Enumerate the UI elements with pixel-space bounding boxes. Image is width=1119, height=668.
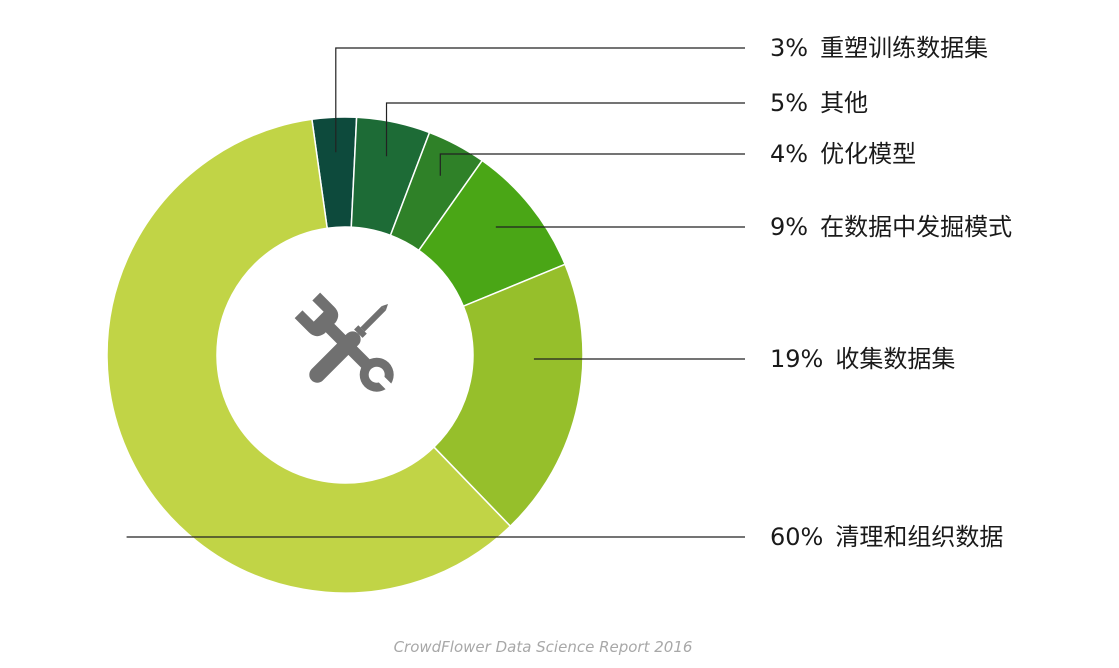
slice-label-4: 9% 在数据中发掘模式 (770, 213, 1012, 241)
leader-line-3 (439, 153, 745, 176)
slice-label-3: 4% 优化模型 (770, 140, 916, 168)
slice-percent: 4% (770, 140, 808, 168)
slice-label-2: 5% 其他 (770, 89, 868, 117)
leader-lines (126, 47, 745, 538)
slice-name: 优化模型 (820, 140, 916, 168)
slice-percent: 9% (770, 213, 808, 241)
slice-label-5: 19% 收集数据集 (770, 345, 955, 373)
slice-name: 重塑训练数据集 (820, 34, 988, 62)
leader-line-2 (385, 102, 745, 157)
slice-label-6: 60% 清理和组织数据 (770, 523, 1003, 551)
slice-name: 在数据中发掘模式 (820, 213, 1012, 241)
wrench-screwdriver-icon (294, 292, 394, 392)
leader-line-1 (335, 47, 745, 153)
slice-percent: 3% (770, 34, 808, 62)
slice-5 (432, 263, 584, 528)
slices-layer (106, 116, 584, 594)
slice-name: 清理和组织数据 (835, 523, 1003, 551)
slice-percent: 5% (770, 89, 808, 117)
source-caption: CrowdFlower Data Science Report 2016 (394, 638, 693, 656)
slice-name: 收集数据集 (835, 345, 955, 373)
slice-6 (106, 118, 512, 594)
slice-percent: 19% (770, 345, 823, 373)
slice-percent: 60% (770, 523, 823, 551)
slice-name: 其他 (820, 89, 868, 117)
slice-labels: 3% 重塑训练数据集 5% 其他 4% 优化模型 9% 在数据中发掘模式 19% 收集数据集 60%… (770, 34, 1012, 551)
slice-label-1: 3% 重塑训练数据集 (770, 34, 988, 62)
